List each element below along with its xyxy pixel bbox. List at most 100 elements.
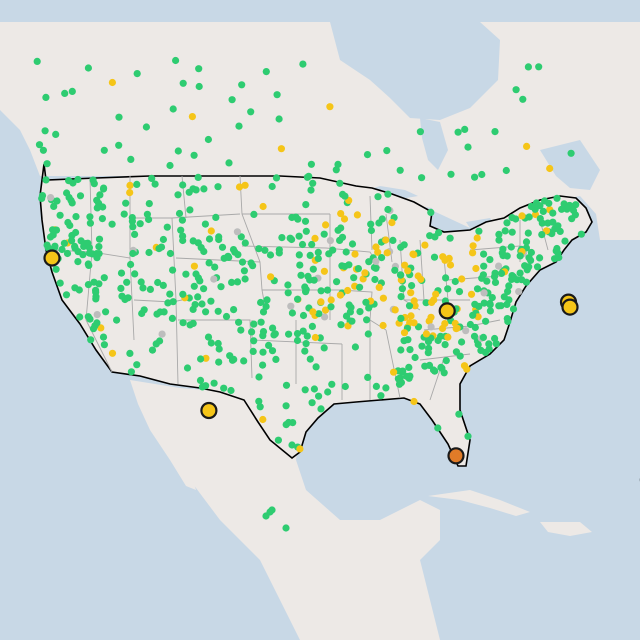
station-dot[interactable] (155, 245, 163, 253)
station-dot[interactable] (378, 254, 386, 262)
station-dot[interactable] (410, 319, 418, 327)
station-dot[interactable] (259, 202, 267, 211)
station-dot[interactable] (479, 333, 487, 341)
station-dot[interactable] (201, 220, 209, 228)
station-dot[interactable] (509, 305, 518, 313)
station-dot[interactable] (293, 330, 302, 338)
station-dot[interactable] (268, 347, 277, 355)
station-dot[interactable] (231, 248, 239, 256)
station-dot[interactable] (145, 248, 153, 257)
station-dot[interactable] (382, 384, 390, 392)
station-dot[interactable] (327, 296, 335, 304)
station-dot[interactable] (128, 214, 136, 222)
station-dot[interactable] (444, 333, 452, 341)
station-dot[interactable] (226, 352, 234, 360)
station-dot[interactable] (93, 319, 101, 327)
station-dot[interactable] (309, 265, 317, 273)
station-dot[interactable] (518, 276, 526, 284)
station-dot[interactable] (282, 381, 291, 389)
station-dot[interactable] (508, 214, 516, 222)
station-dot[interactable] (362, 298, 370, 306)
station-dot[interactable] (74, 258, 82, 266)
station-dot[interactable] (263, 296, 271, 304)
station-dot[interactable] (84, 281, 92, 289)
station-dot[interactable] (169, 105, 177, 113)
station-dot[interactable] (480, 289, 488, 297)
station-dot[interactable] (238, 258, 247, 266)
station-dot[interactable] (129, 249, 137, 258)
station-dot[interactable] (508, 272, 516, 280)
station-dot[interactable] (519, 95, 527, 103)
station-dot[interactable] (435, 229, 443, 237)
station-dot[interactable] (53, 197, 61, 205)
station-dot[interactable] (364, 330, 372, 338)
station-dot[interactable] (533, 263, 542, 271)
station-dot[interactable] (524, 229, 532, 237)
station-dot[interactable] (384, 190, 392, 198)
station-dot[interactable] (76, 192, 85, 200)
station-dot[interactable] (120, 210, 128, 218)
station-dot[interactable] (391, 266, 399, 274)
station-dot[interactable] (454, 128, 462, 136)
station-dot[interactable] (96, 191, 104, 199)
station-dot[interactable] (469, 311, 477, 319)
station-dot[interactable] (383, 249, 391, 257)
station-dot[interactable] (301, 386, 309, 394)
station-dot[interactable] (444, 285, 452, 293)
station-dot[interactable] (196, 376, 205, 384)
station-dot[interactable] (159, 281, 167, 289)
station-dot[interactable] (266, 251, 275, 259)
station-dot[interactable] (227, 386, 235, 395)
station-dot[interactable] (491, 334, 499, 343)
station-dot[interactable] (47, 194, 55, 202)
station-dot[interactable] (268, 182, 276, 191)
station-dot[interactable] (558, 205, 566, 213)
station-dot[interactable] (294, 295, 302, 303)
station-dot[interactable] (405, 302, 414, 310)
station-dot[interactable] (501, 227, 509, 235)
station-dot[interactable] (442, 357, 450, 365)
station-dot[interactable] (168, 314, 176, 322)
station-dot[interactable] (308, 240, 316, 249)
station-dot[interactable] (365, 258, 373, 266)
station-dot[interactable] (418, 342, 426, 350)
station-dot[interactable] (142, 123, 150, 131)
station-dot[interactable] (61, 89, 69, 97)
station-dot[interactable] (332, 166, 340, 174)
station-dot[interactable] (43, 241, 51, 249)
station-dot[interactable] (446, 261, 455, 269)
station-dot[interactable] (418, 174, 426, 182)
station-dot[interactable] (220, 384, 228, 392)
station-dot[interactable] (177, 226, 185, 234)
station-dot[interactable] (235, 318, 243, 326)
station-dot[interactable] (99, 185, 108, 193)
station-dot[interactable] (56, 211, 64, 219)
station-dot[interactable] (35, 141, 44, 149)
station-dot[interactable] (51, 243, 59, 252)
station-dot[interactable] (115, 113, 123, 121)
station-dot[interactable] (508, 228, 516, 236)
station-dot[interactable] (172, 56, 180, 65)
station-dot[interactable] (336, 291, 344, 299)
station-dot[interactable] (320, 267, 328, 275)
station-dot[interactable] (301, 347, 309, 355)
station-dot[interactable] (351, 343, 359, 351)
station-dot[interactable] (309, 179, 317, 187)
station-dot[interactable] (322, 221, 330, 229)
station-dot[interactable] (429, 366, 438, 374)
station-dot[interactable] (422, 299, 430, 307)
station-dot[interactable] (467, 290, 476, 298)
station-dot[interactable] (299, 327, 307, 335)
station-dot[interactable] (310, 276, 318, 284)
station-dot[interactable] (154, 278, 162, 287)
station-dot[interactable] (464, 432, 472, 440)
station-dot[interactable] (102, 308, 110, 316)
station-dot[interactable] (462, 327, 470, 335)
station-dot[interactable] (68, 237, 76, 245)
station-dot[interactable] (145, 200, 153, 208)
station-dot[interactable] (285, 418, 293, 427)
station-dot[interactable] (71, 242, 79, 250)
station-dot[interactable] (186, 321, 194, 329)
station-dot[interactable] (275, 249, 283, 257)
station-dot[interactable] (200, 285, 208, 293)
